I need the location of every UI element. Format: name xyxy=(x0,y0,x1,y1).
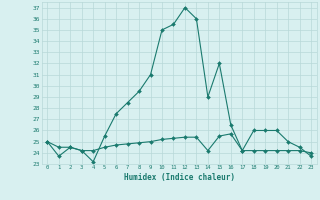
X-axis label: Humidex (Indice chaleur): Humidex (Indice chaleur) xyxy=(124,173,235,182)
